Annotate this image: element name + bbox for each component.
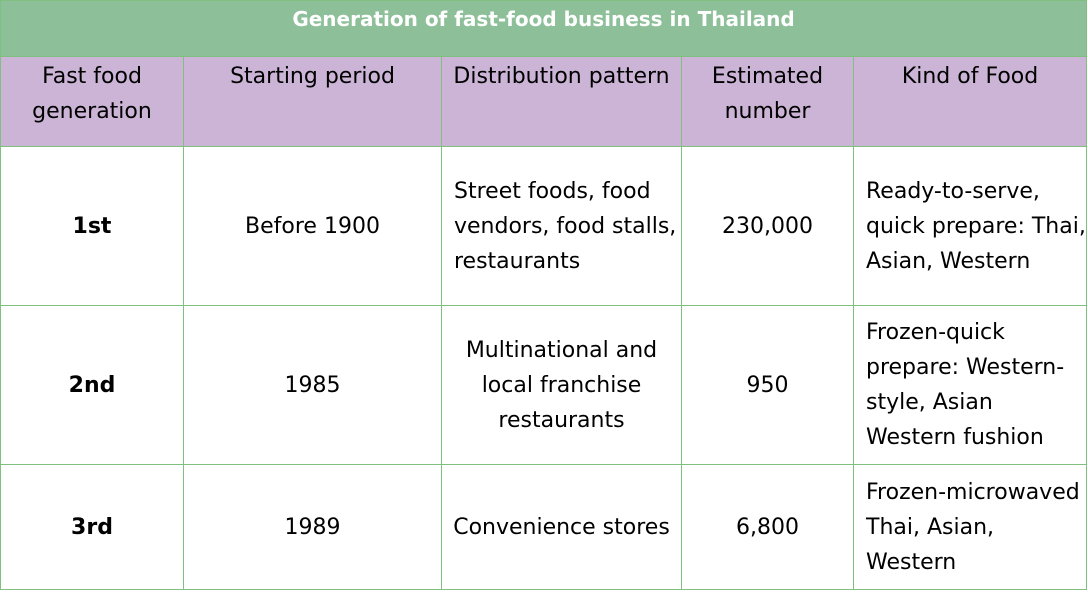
starting-period-cell: 1989 bbox=[183, 464, 442, 590]
estimated-number-cell: 950 bbox=[681, 305, 854, 465]
distribution-pattern-cell: Street foods, food vendors, food stalls,… bbox=[441, 146, 682, 306]
generation-cell: 3rd bbox=[0, 464, 184, 590]
table-row: 2nd 1985 Multinational and local franchi… bbox=[0, 305, 1088, 465]
header-starting-period: Starting period bbox=[183, 56, 442, 147]
table-title-row: Generation of fast-food business in Thai… bbox=[0, 0, 1088, 57]
kind-of-food-cell: Frozen-quick prepare: Western-style, Asi… bbox=[852, 305, 1088, 465]
estimated-number-cell: 230,000 bbox=[681, 146, 854, 306]
distribution-pattern-cell: Convenience stores bbox=[441, 464, 682, 590]
kind-of-food-cell: Ready-to-serve, quick prepare: Thai, Asi… bbox=[852, 146, 1088, 306]
header-kind-of-food: Kind of Food bbox=[852, 56, 1088, 147]
starting-period-cell: 1985 bbox=[183, 305, 442, 465]
estimated-number-cell: 6,800 bbox=[681, 464, 854, 590]
kind-of-food-cell: Frozen-microwaved Thai, Asian, Western bbox=[852, 464, 1088, 590]
table-row: 1st Before 1900 Street foods, food vendo… bbox=[0, 146, 1088, 306]
starting-period-cell: Before 1900 bbox=[183, 146, 442, 306]
generation-cell: 2nd bbox=[0, 305, 184, 465]
generation-cell: 1st bbox=[0, 146, 184, 306]
header-generation: Fast food generation bbox=[0, 56, 184, 147]
header-distribution-pattern: Distribution pattern bbox=[441, 56, 682, 147]
header-estimated-number: Estimated number bbox=[681, 56, 854, 147]
table-title: Generation of fast-food business in Thai… bbox=[0, 0, 1088, 57]
table-row: 3rd 1989 Convenience stores 6,800 Frozen… bbox=[0, 464, 1088, 590]
table-header-row: Fast food generation Starting period Dis… bbox=[0, 56, 1088, 147]
distribution-pattern-cell: Multinational and local franchise restau… bbox=[441, 305, 682, 465]
